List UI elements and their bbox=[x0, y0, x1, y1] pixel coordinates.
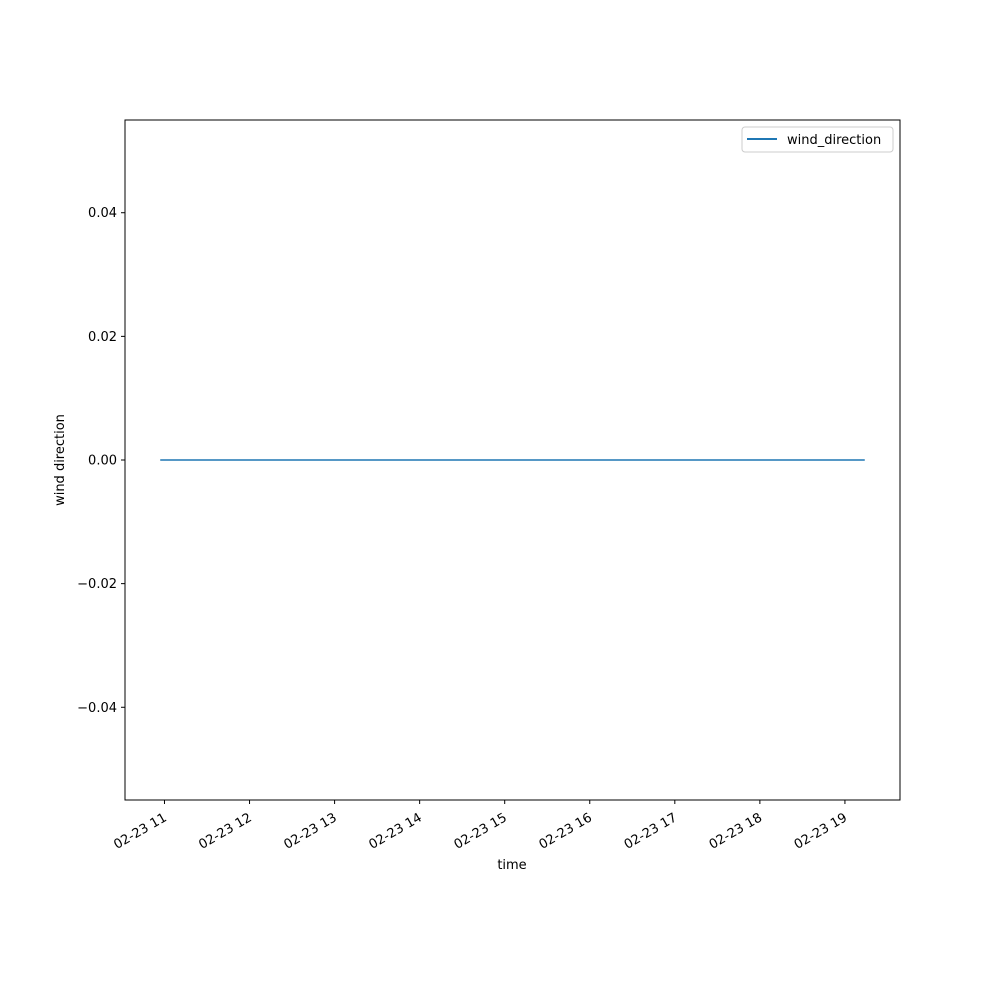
x-tick-label: 02-23 19 bbox=[792, 810, 850, 852]
x-tick-label: 02-23 12 bbox=[196, 810, 254, 852]
legend-label: wind_direction bbox=[787, 133, 881, 148]
y-axis: −0.04 −0.02 0.00 0.02 0.04 bbox=[77, 206, 125, 716]
x-tick-label: 02-23 15 bbox=[452, 810, 510, 852]
y-axis-label: wind direction bbox=[53, 414, 68, 506]
y-tick-label: 0.04 bbox=[88, 206, 117, 221]
x-tick-label: 02-23 14 bbox=[367, 810, 425, 852]
legend-frame bbox=[741, 126, 894, 153]
x-tick-label: 02-23 18 bbox=[707, 810, 765, 852]
y-tick-label: −0.04 bbox=[77, 701, 117, 716]
x-tick-label: 02-23 13 bbox=[281, 810, 339, 852]
legend: wind_direction bbox=[741, 126, 894, 153]
x-tick-label: 02-23 16 bbox=[537, 810, 595, 852]
x-tick-label: 02-23 11 bbox=[111, 810, 169, 852]
y-tick-label: 0.02 bbox=[88, 330, 117, 345]
y-tick-label: −0.02 bbox=[77, 577, 117, 592]
x-tick-label: 02-23 17 bbox=[622, 810, 680, 852]
y-tick-label: 0.00 bbox=[88, 454, 117, 469]
x-axis-label: time bbox=[497, 858, 526, 873]
x-axis: 02-23 11 02-23 12 02-23 13 02-23 14 02-23 15… bbox=[111, 800, 850, 853]
